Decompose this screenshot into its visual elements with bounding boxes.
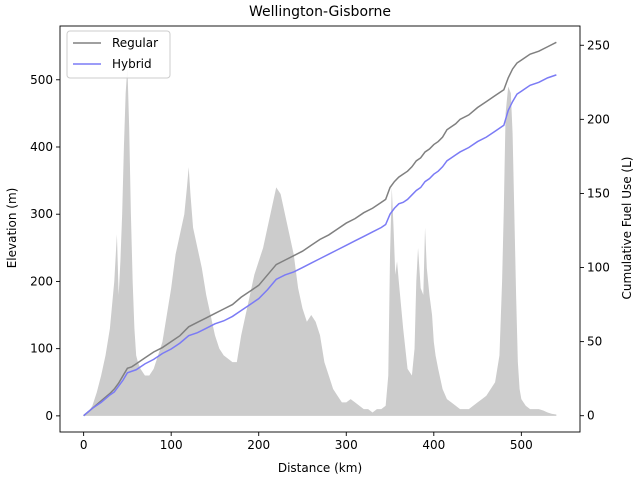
legend-label-regular: Regular [112, 36, 158, 50]
y2-tick-label: 50 [587, 335, 602, 349]
x-axis-label: Distance (km) [278, 461, 362, 475]
chart-title: Wellington-Gisborne [249, 4, 391, 20]
x-tick-label: 300 [335, 438, 358, 452]
x-tick-label: 200 [247, 438, 270, 452]
y-axis-label: Elevation (m) [5, 188, 19, 269]
series-line-hybrid [83, 74, 557, 417]
y-tick-label: 300 [30, 207, 53, 221]
x-tick-label: 100 [160, 438, 183, 452]
x-tick-label: 400 [422, 438, 445, 452]
y2-axis-label: Cumulative Fuel Use (L) [620, 157, 634, 300]
y-tick-label: 200 [30, 274, 53, 288]
y-tick-label: 0 [45, 409, 53, 423]
series-line-regular [83, 41, 557, 417]
x-tick-label: 500 [510, 438, 533, 452]
y2-tick-label: 200 [587, 112, 610, 126]
plot-area [83, 41, 557, 417]
x-tick-label: 0 [80, 438, 88, 452]
plot-frame [59, 25, 581, 433]
axes: 0 100 200 300 400 500 0 100 200 300 400 500 0 50 100 15… [30, 25, 610, 452]
elevation-area [83, 66, 557, 416]
legend: Regular Hybrid [66, 30, 171, 79]
y2-tick-label: 150 [587, 186, 610, 200]
y2-tick-label: 250 [587, 38, 610, 52]
y2-tick-label: 0 [587, 409, 595, 423]
y-tick-label: 500 [30, 73, 53, 87]
y-tick-label: 100 [30, 342, 53, 356]
y2-tick-label: 100 [587, 261, 610, 275]
legend-label-hybrid: Hybrid [112, 57, 152, 71]
y-tick-label: 400 [30, 140, 53, 154]
